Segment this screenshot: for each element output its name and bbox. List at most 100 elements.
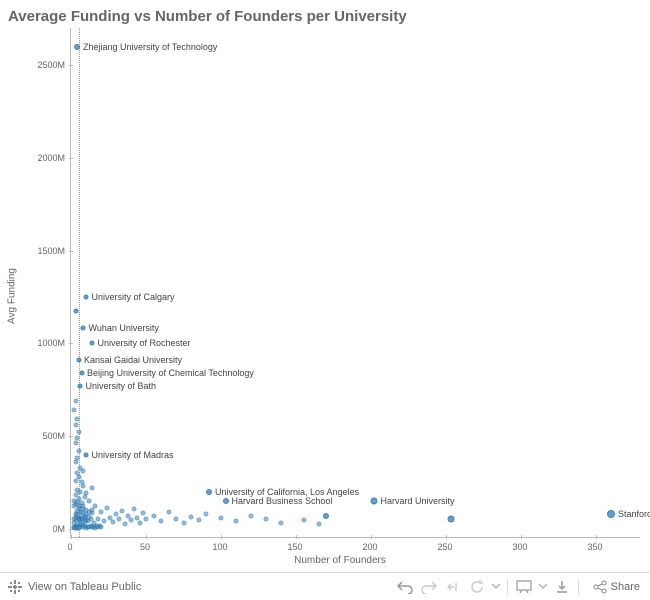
data-point[interactable] (120, 509, 125, 514)
data-point[interactable] (123, 522, 128, 527)
data-point[interactable] (316, 522, 321, 527)
y-tick-label: 1000M (37, 338, 65, 348)
data-point[interactable] (78, 489, 83, 494)
data-point[interactable] (81, 469, 86, 474)
data-point[interactable] (81, 326, 86, 331)
data-point[interactable] (114, 511, 119, 516)
data-point[interactable] (76, 503, 81, 508)
data-point[interactable] (219, 515, 224, 520)
plot-area[interactable]: 0M500M1000M1500M2000M2500MZhejiang Unive… (70, 28, 640, 538)
data-point[interactable] (76, 525, 81, 530)
data-point[interactable] (76, 448, 81, 453)
point-label: University of Bath (86, 381, 157, 391)
toolbar-separator (507, 579, 508, 595)
share-icon (593, 580, 607, 594)
data-point[interactable] (371, 497, 378, 504)
data-point[interactable] (84, 294, 89, 299)
data-point[interactable] (76, 474, 81, 479)
data-point[interactable] (79, 480, 84, 485)
view-on-tableau-link[interactable]: View on Tableau Public (0, 580, 141, 594)
data-point[interactable] (181, 521, 186, 526)
reference-line (79, 28, 80, 537)
data-point[interactable] (76, 357, 81, 362)
x-tick-label: 350 (587, 542, 602, 552)
dropdown-button[interactable] (489, 575, 503, 599)
data-point[interactable] (73, 308, 78, 313)
data-point[interactable] (323, 513, 329, 519)
data-point[interactable] (102, 519, 107, 524)
data-point[interactable] (166, 510, 171, 515)
x-tick-label: 100 (212, 542, 227, 552)
data-point[interactable] (223, 498, 229, 504)
data-point[interactable] (264, 517, 269, 522)
data-point[interactable] (132, 507, 137, 512)
data-point[interactable] (84, 452, 89, 457)
data-point[interactable] (206, 489, 212, 495)
data-point[interactable] (90, 485, 95, 490)
point-label: Zhejiang University of Technology (83, 42, 217, 52)
data-point[interactable] (135, 515, 140, 520)
data-point[interactable] (189, 514, 194, 519)
data-point[interactable] (249, 513, 254, 518)
data-point[interactable] (75, 435, 80, 440)
share-button[interactable]: Share (583, 580, 650, 594)
presentation-dropdown[interactable] (536, 575, 550, 599)
presentation-button[interactable] (512, 575, 536, 599)
share-label: Share (611, 581, 640, 593)
data-point[interactable] (141, 510, 146, 515)
revert-button[interactable] (441, 575, 465, 599)
data-point[interactable] (111, 520, 116, 525)
y-tick-label: 1500M (37, 246, 65, 256)
data-point[interactable] (73, 398, 78, 403)
download-button[interactable] (550, 575, 574, 599)
data-point[interactable] (99, 510, 104, 515)
data-point[interactable] (279, 521, 284, 526)
data-point[interactable] (74, 44, 80, 50)
data-point[interactable] (447, 515, 454, 522)
x-tick-label: 0 (67, 542, 72, 552)
x-tick-label: 300 (512, 542, 527, 552)
data-point[interactable] (90, 341, 95, 346)
data-point[interactable] (174, 516, 179, 521)
x-tick-label: 150 (287, 542, 302, 552)
data-point[interactable] (96, 516, 101, 521)
data-point[interactable] (76, 430, 81, 435)
data-point[interactable] (117, 517, 122, 522)
data-point[interactable] (72, 408, 77, 413)
data-point[interactable] (204, 511, 209, 516)
data-point[interactable] (73, 441, 78, 446)
scatter-chart: Avg Funding 0M500M1000M1500M2000M2500MZh… (40, 28, 640, 563)
data-point[interactable] (75, 456, 80, 461)
y-tick-label: 2500M (37, 60, 65, 70)
view-on-tableau-label: View on Tableau Public (28, 581, 141, 593)
toolbar-separator (578, 579, 579, 595)
data-point[interactable] (196, 518, 201, 523)
data-point[interactable] (75, 417, 80, 422)
data-point[interactable] (105, 506, 110, 511)
data-point[interactable] (138, 521, 143, 526)
data-point[interactable] (84, 491, 89, 496)
data-point[interactable] (87, 498, 92, 503)
point-label: Kansai Gaidai University (84, 355, 182, 365)
x-tick-label: 250 (437, 542, 452, 552)
data-point[interactable] (129, 518, 134, 523)
x-axis-title: Number of Founders (294, 555, 386, 566)
data-point[interactable] (301, 518, 306, 523)
data-point[interactable] (79, 370, 84, 375)
x-tick-label: 200 (362, 542, 377, 552)
data-point[interactable] (78, 383, 83, 388)
refresh-button[interactable] (465, 575, 489, 599)
data-point[interactable] (159, 519, 164, 524)
y-tick-label: 2000M (37, 153, 65, 163)
data-point[interactable] (90, 507, 95, 512)
data-point[interactable] (607, 510, 615, 518)
data-point[interactable] (234, 519, 239, 524)
redo-button[interactable] (417, 575, 441, 599)
data-point[interactable] (73, 422, 78, 427)
data-point[interactable] (88, 517, 93, 522)
point-label: University of Madras (92, 450, 174, 460)
undo-button[interactable] (393, 575, 417, 599)
data-point[interactable] (144, 517, 149, 522)
data-point[interactable] (151, 513, 156, 518)
data-point[interactable] (99, 524, 104, 529)
